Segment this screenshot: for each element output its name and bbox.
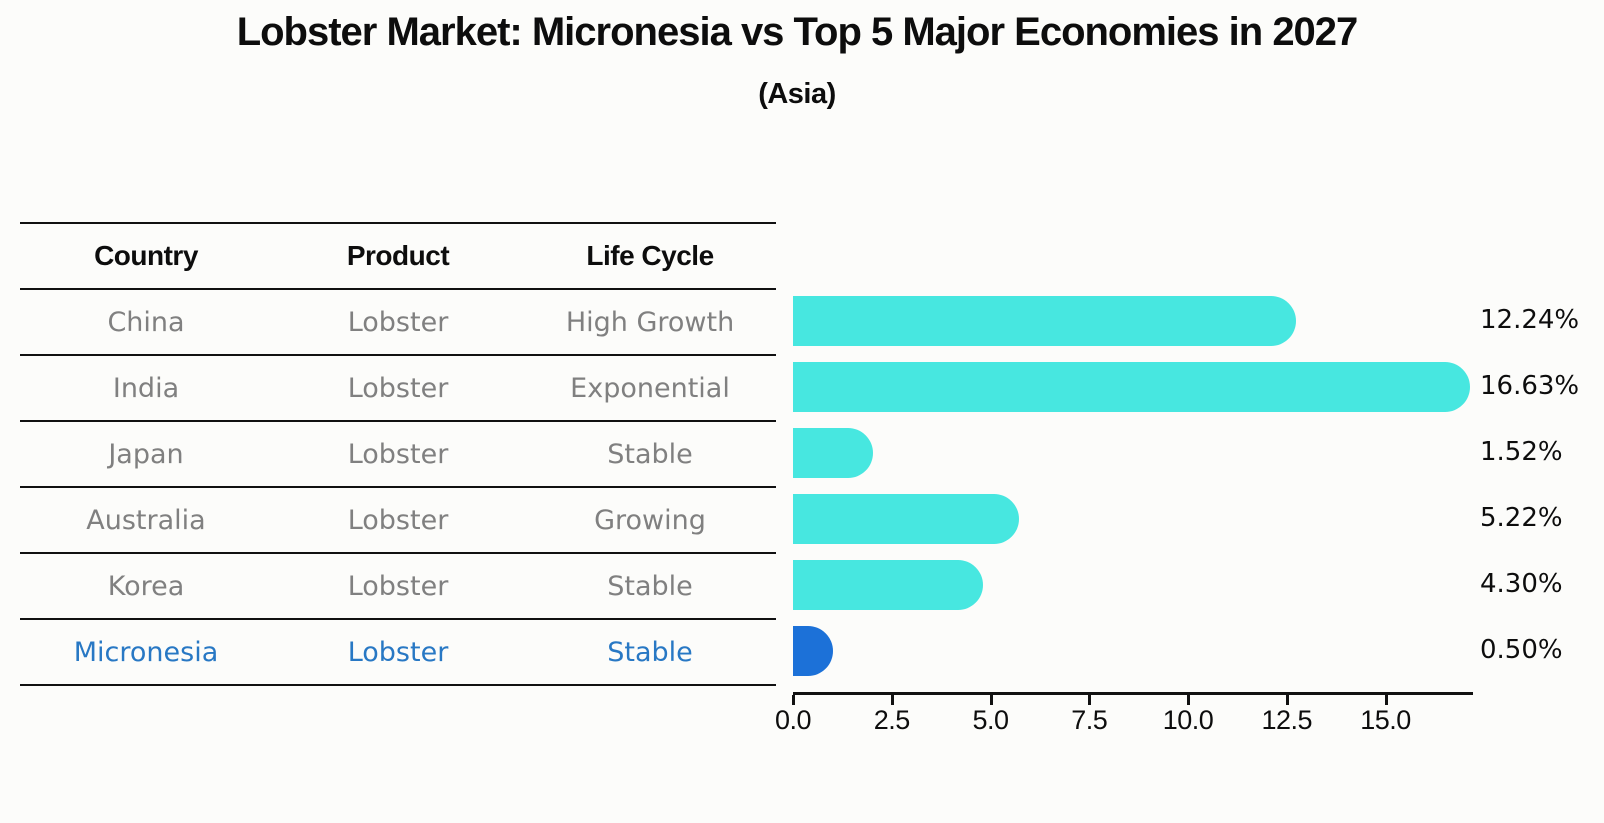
table-cell-product: Lobster bbox=[347, 570, 449, 602]
bar-value-label: 16.63% bbox=[1480, 371, 1580, 401]
table-cell-country: Australia bbox=[86, 504, 206, 536]
table-row: Australia Lobster Growing bbox=[20, 488, 776, 554]
column-header-country: Country bbox=[94, 240, 198, 271]
table-row: Korea Lobster Stable bbox=[20, 554, 776, 620]
x-axis-tick bbox=[1088, 695, 1092, 705]
x-axis-tick bbox=[1285, 695, 1289, 705]
table-row: India Lobster Exponential bbox=[20, 356, 776, 422]
x-axis-tick-label: 2.5 bbox=[873, 705, 911, 735]
chart-subtitle: (Asia) bbox=[758, 78, 836, 110]
x-axis-tick bbox=[1187, 695, 1190, 705]
chart-title: Lobster Market: Micronesia vs Top 5 Majo… bbox=[236, 10, 1359, 54]
x-axis-tick-label: 0.0 bbox=[774, 705, 812, 735]
table-row: China Lobster High Growth bbox=[20, 290, 776, 356]
table-cell-product: Lobster bbox=[347, 636, 449, 668]
x-axis-tick-label: 12.5 bbox=[1261, 705, 1313, 735]
table-cell-country: Micronesia bbox=[73, 636, 219, 668]
bar-japan bbox=[793, 428, 874, 478]
table-cell-product: Lobster bbox=[347, 438, 449, 470]
bar-micronesia bbox=[793, 626, 833, 676]
table-cell-product: Lobster bbox=[347, 306, 449, 338]
x-axis-tick-label: 15.0 bbox=[1360, 705, 1411, 735]
column-header-life-cycle: Life Cycle bbox=[586, 240, 714, 271]
table-cell-life-cycle: Growing bbox=[594, 504, 706, 536]
table-row: Japan Lobster Stable bbox=[20, 422, 776, 488]
bar-china bbox=[793, 296, 1297, 346]
table-cell-country: China bbox=[107, 306, 185, 338]
bar-australia bbox=[793, 494, 1020, 544]
x-axis-line bbox=[793, 692, 1473, 695]
table-cell-country: Japan bbox=[108, 438, 184, 470]
table-cell-life-cycle: Stable bbox=[607, 636, 693, 668]
table-cell-product: Lobster bbox=[347, 372, 449, 404]
x-axis-tick-label: 5.0 bbox=[972, 705, 1009, 735]
table-cell-life-cycle: Stable bbox=[607, 570, 693, 602]
bar-india bbox=[793, 362, 1470, 412]
x-axis-tick-label: 7.5 bbox=[1071, 705, 1108, 735]
bar-korea bbox=[793, 560, 983, 610]
table-cell-life-cycle: High Growth bbox=[565, 306, 735, 338]
x-axis-tick bbox=[989, 695, 993, 705]
table-header-row: Country Product Life Cycle bbox=[20, 222, 776, 290]
table-cell-country: Korea bbox=[107, 570, 185, 602]
x-axis-tick bbox=[890, 695, 894, 705]
bar-value-label: 4.30% bbox=[1480, 569, 1563, 599]
x-axis-tick bbox=[1384, 695, 1388, 705]
table-cell-life-cycle: Exponential bbox=[570, 372, 730, 404]
country-table: Country Product Life Cycle China Lobster H… bbox=[20, 222, 776, 686]
x-axis-tick bbox=[792, 695, 795, 705]
bar-value-label: 5.22% bbox=[1480, 503, 1563, 533]
table-cell-life-cycle: Stable bbox=[607, 438, 693, 470]
table-cell-product: Lobster bbox=[347, 504, 449, 536]
table-row: Micronesia Lobster Stable bbox=[20, 620, 776, 686]
x-axis-tick-label: 10.0 bbox=[1162, 705, 1214, 735]
bar-value-label: 12.24% bbox=[1480, 305, 1580, 335]
bar-value-label: 1.52% bbox=[1480, 437, 1563, 467]
bar-value-label: 0.50% bbox=[1480, 635, 1563, 665]
column-header-product: Product bbox=[346, 240, 450, 271]
table-cell-country: India bbox=[112, 372, 180, 404]
